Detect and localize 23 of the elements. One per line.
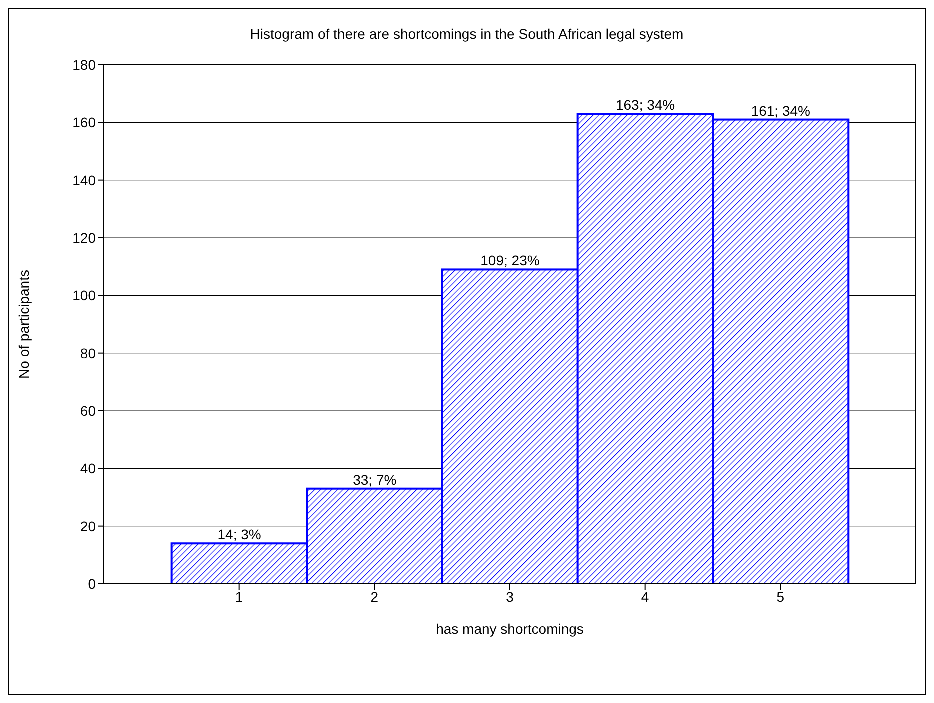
y-tick-label: 20: [80, 518, 96, 534]
data-label: 14; 3%: [218, 526, 262, 543]
data-label: 163; 34%: [616, 97, 676, 114]
y-tick-label: 160: [72, 114, 96, 131]
x-tick-label: 4: [641, 588, 650, 605]
y-tick-label: 80: [80, 345, 96, 362]
y-tick-label: 180: [72, 56, 96, 73]
y-tick-label: 0: [88, 576, 96, 592]
data-label: 33; 7%: [353, 472, 397, 488]
x-tick-label: 2: [370, 588, 379, 605]
chart-title: Histogram of there are shortcomings in the South African legal system: [250, 26, 684, 42]
data-label: 109; 23%: [480, 252, 540, 269]
data-label: 161; 34%: [751, 102, 810, 119]
y-tick-label: 60: [80, 402, 96, 419]
y-tick-label: 40: [80, 460, 96, 477]
x-tick-label: 1: [235, 588, 244, 605]
x-tick-label: 5: [776, 588, 785, 605]
y-tick-label: 120: [72, 230, 96, 246]
x-tick-label: 3: [506, 588, 514, 605]
y-axis-title: No of participants: [16, 270, 32, 379]
y-tick-label: 140: [72, 172, 96, 188]
y-tick-label: 100: [72, 288, 96, 304]
x-axis-title: has many shortcomings: [436, 621, 584, 637]
